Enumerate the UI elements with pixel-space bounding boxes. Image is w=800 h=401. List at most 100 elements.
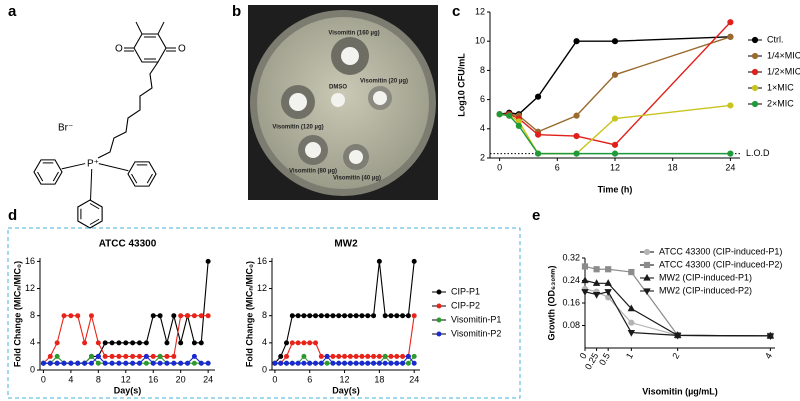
marker [330, 360, 336, 366]
marker [318, 313, 324, 319]
marker [95, 360, 101, 366]
plate-label: Visomitin (120 µg) [272, 125, 323, 131]
marker [324, 360, 330, 366]
marker [382, 313, 388, 319]
legend-marker [751, 100, 759, 108]
x-tick-label: 6 [555, 162, 560, 172]
marker [727, 19, 734, 26]
marker [727, 102, 734, 109]
marker [627, 304, 636, 312]
marker [365, 313, 371, 319]
bond [146, 173, 153, 184]
marker [318, 360, 324, 366]
marker [54, 353, 60, 359]
legend-label: Visomitin-P1 [451, 314, 501, 324]
x-axis-label: Time (h) [598, 184, 633, 194]
marker [284, 353, 290, 359]
marker [376, 360, 382, 366]
marker [171, 353, 177, 359]
marker [130, 353, 136, 359]
disk [341, 47, 359, 65]
bond [37, 171, 44, 182]
marker [157, 353, 163, 359]
marker [47, 353, 53, 359]
marker [289, 340, 295, 346]
marker [388, 360, 394, 366]
legend-label: MW2 (CIP-induced-P2) [659, 285, 752, 295]
legend-marker [643, 273, 651, 281]
marker [581, 289, 589, 296]
x-axis-label: Visomitin (µg/mL) [642, 386, 718, 396]
marker [376, 353, 382, 359]
panel-label: b [232, 3, 241, 20]
disk [331, 93, 345, 107]
marker [353, 313, 359, 319]
marker [301, 353, 307, 359]
structure [33, 21, 176, 229]
series-line [43, 261, 209, 364]
alkyl-chain [97, 61, 159, 159]
marker [573, 150, 580, 157]
x-tick-label: 20 [176, 374, 186, 384]
y-tick-label: 0.24 [562, 275, 580, 285]
marker [143, 340, 149, 346]
marker [205, 258, 211, 264]
marker [604, 289, 612, 296]
marker [191, 340, 197, 346]
marker [178, 340, 184, 346]
atom-label: P⁺ [87, 159, 99, 170]
atom-label: Br⁻ [58, 123, 73, 134]
y-tick-label: 2 [480, 152, 485, 162]
marker [307, 360, 313, 366]
marker [88, 360, 94, 366]
marker [61, 313, 67, 319]
marker [164, 340, 170, 346]
y-tick-label: 16 [25, 256, 35, 266]
marker [289, 360, 295, 366]
panel-frame [7, 227, 521, 399]
marker [611, 141, 619, 148]
marker [143, 353, 149, 359]
legend-label: CIP-P2 [451, 300, 480, 310]
marker [157, 360, 163, 366]
legend-label: 1×MIC [767, 82, 794, 92]
marker [766, 333, 775, 341]
marker [191, 353, 197, 359]
marker [205, 360, 211, 366]
marker [75, 313, 81, 319]
x-tick-label: 12 [340, 374, 350, 384]
marker [205, 313, 211, 319]
marker [68, 360, 74, 366]
y-axis-label: Growth (OD₆₃₀ₙₘ) [546, 266, 556, 341]
marker [628, 319, 635, 326]
plate-label: Visomitin (20 µg) [360, 79, 408, 85]
marker [301, 340, 307, 346]
marker [359, 360, 365, 366]
marker [123, 340, 129, 346]
marker [604, 279, 612, 286]
x-tick-label: 24 [409, 374, 419, 384]
marker [284, 340, 290, 346]
marker [394, 313, 400, 319]
marker [611, 115, 619, 122]
marker [336, 360, 342, 366]
bond [52, 171, 59, 182]
marker [88, 313, 94, 319]
marker [573, 38, 580, 45]
legend-label: Visomitin-P2 [451, 328, 501, 338]
marker [506, 112, 513, 119]
marker [593, 266, 600, 273]
y-axis-label: Fold Change (MICₙ/MIC₀) [12, 261, 22, 367]
marker [411, 360, 417, 366]
marker [727, 150, 734, 157]
legend-marker [436, 289, 442, 295]
marker [102, 360, 108, 366]
marker [376, 258, 382, 264]
bond [61, 163, 86, 170]
marker [592, 291, 601, 299]
marker [198, 340, 204, 346]
y-tick-label: 8 [30, 310, 35, 320]
x-tick-label: 18 [374, 374, 384, 384]
marker [611, 71, 619, 78]
x-tick-label: 4 [68, 374, 73, 384]
